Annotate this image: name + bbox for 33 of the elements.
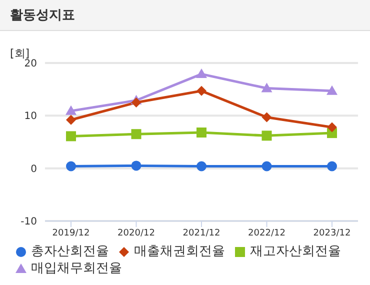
- point: [66, 161, 76, 172]
- point: [327, 161, 337, 172]
- point: [196, 86, 206, 96]
- y-tick-label: 0: [30, 164, 37, 175]
- legend-label: 매입채무회전율: [31, 260, 122, 277]
- x-tick-label: 2022/12: [248, 228, 286, 238]
- point: [196, 128, 206, 138]
- legend-label: 재고자산회전율: [250, 243, 341, 260]
- y-tick-label: -10: [20, 216, 37, 228]
- point: [262, 112, 272, 122]
- point: [131, 98, 142, 108]
- y-tick-label: 20: [24, 58, 37, 70]
- x-tick-label: 2019/12: [52, 228, 90, 238]
- y-tick-label: 10: [24, 111, 37, 122]
- point: [66, 131, 76, 142]
- point: [131, 160, 142, 171]
- point: [327, 122, 337, 132]
- chart-title: 활동성지표: [0, 0, 370, 31]
- y-axis-title: [회]: [10, 46, 30, 60]
- point: [326, 85, 338, 95]
- point: [262, 130, 272, 141]
- legend-label: 총자산회전율: [31, 243, 109, 260]
- x-tick-label: 2021/12: [182, 228, 220, 238]
- point: [66, 105, 76, 115]
- point: [131, 129, 142, 140]
- point: [262, 161, 272, 172]
- x-tick-label: 2023/12: [313, 228, 351, 238]
- point: [66, 114, 76, 125]
- x-tick-label: 2020/12: [118, 228, 155, 238]
- point: [261, 82, 272, 92]
- legend-label: 매출채권회전율: [134, 243, 225, 260]
- point: [196, 68, 207, 78]
- point: [196, 161, 206, 172]
